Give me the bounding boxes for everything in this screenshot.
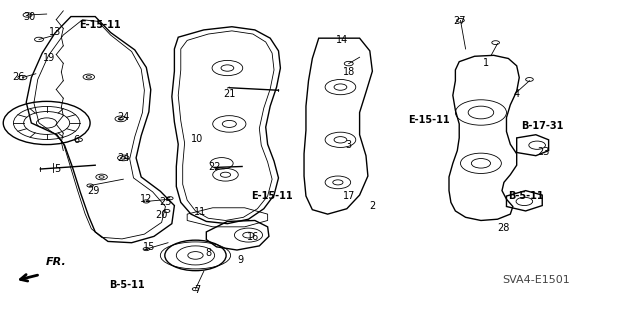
Text: E-15-11: E-15-11 <box>252 191 293 201</box>
Text: 29: 29 <box>87 186 99 196</box>
Text: 6: 6 <box>73 136 79 145</box>
Text: 10: 10 <box>191 134 204 144</box>
Text: 24: 24 <box>117 153 129 163</box>
Text: 11: 11 <box>194 207 206 217</box>
Text: 27: 27 <box>453 16 465 26</box>
Text: 17: 17 <box>342 191 355 201</box>
Text: B-5-11: B-5-11 <box>109 280 145 290</box>
Text: 4: 4 <box>514 89 520 100</box>
Text: 30: 30 <box>23 11 36 22</box>
Text: 12: 12 <box>140 194 152 204</box>
Text: 8: 8 <box>205 248 211 258</box>
Text: 9: 9 <box>237 255 243 264</box>
Text: 18: 18 <box>342 67 355 77</box>
Text: 2: 2 <box>369 201 376 211</box>
Text: SVA4-E1501: SVA4-E1501 <box>502 275 570 285</box>
Text: E-15-11: E-15-11 <box>408 115 449 125</box>
Text: B-17-31: B-17-31 <box>521 121 563 131</box>
Text: 23: 23 <box>538 146 550 157</box>
Text: 15: 15 <box>143 242 155 252</box>
Text: 19: 19 <box>42 53 54 63</box>
Text: 22: 22 <box>209 162 221 173</box>
Text: 13: 13 <box>49 27 61 37</box>
Text: 24: 24 <box>117 112 129 122</box>
Text: 26: 26 <box>12 72 25 82</box>
Text: 5: 5 <box>54 164 60 174</box>
Text: 21: 21 <box>223 89 236 100</box>
Text: E-15-11: E-15-11 <box>79 19 120 30</box>
Text: 28: 28 <box>498 223 510 233</box>
Text: 1: 1 <box>483 58 489 68</box>
Circle shape <box>36 118 57 128</box>
Text: B-5-11: B-5-11 <box>508 191 543 201</box>
Text: 14: 14 <box>336 35 348 45</box>
Text: 16: 16 <box>247 232 259 242</box>
Text: 20: 20 <box>156 210 168 220</box>
Text: FR.: FR. <box>45 256 66 267</box>
Text: 25: 25 <box>159 197 172 207</box>
Text: 3: 3 <box>346 140 352 150</box>
Text: 7: 7 <box>195 285 200 295</box>
